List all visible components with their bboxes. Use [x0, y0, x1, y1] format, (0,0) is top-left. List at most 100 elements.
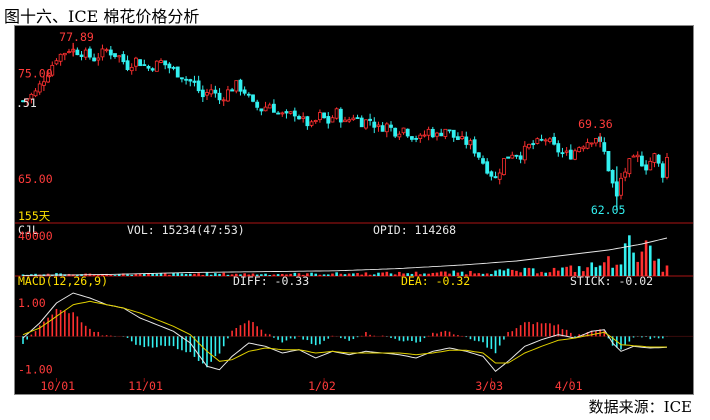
- volume-bar: [582, 271, 585, 276]
- candle-body: [196, 80, 201, 92]
- volume-bar: [452, 270, 456, 276]
- candle-body: [631, 155, 636, 158]
- candle: [351, 114, 356, 121]
- open-interest-line: [23, 237, 668, 276]
- candle-body: [226, 89, 230, 102]
- candle: [665, 152, 669, 180]
- candle-body: [518, 155, 523, 160]
- candle: [468, 138, 473, 150]
- volume-bar: [615, 264, 619, 276]
- candle-body: [527, 143, 531, 149]
- candle: [146, 64, 151, 72]
- candle: [443, 128, 448, 140]
- candle: [255, 99, 260, 111]
- candle: [79, 51, 84, 61]
- volume-bar: [418, 274, 422, 276]
- opid-readout: OPID: 114268: [373, 223, 456, 237]
- candle-body: [548, 138, 552, 142]
- candle-body: [418, 134, 423, 139]
- volume-y-tick-label: 40000: [18, 229, 53, 243]
- candle: [548, 137, 552, 144]
- candle-body: [297, 116, 301, 120]
- candle-body: [79, 54, 84, 57]
- volume-bar: [427, 273, 430, 276]
- volume-bar: [197, 273, 200, 276]
- candle: [246, 92, 251, 98]
- volume-bar: [226, 274, 230, 276]
- candle: [217, 88, 222, 104]
- candle: [196, 75, 201, 94]
- price-y-tick-label: 75.00: [18, 66, 53, 80]
- candle: [226, 85, 230, 102]
- candle: [297, 114, 301, 120]
- candle: [288, 111, 293, 115]
- volume-bar: [569, 265, 573, 276]
- candle-body: [263, 106, 268, 112]
- volume-bar: [577, 266, 581, 276]
- volume-bar: [372, 274, 376, 276]
- volume-bar: [636, 261, 640, 276]
- candle: [631, 154, 636, 158]
- candle: [83, 47, 88, 61]
- candle-body: [58, 53, 63, 62]
- candle-body: [443, 128, 448, 137]
- candle: [234, 80, 239, 94]
- candle: [213, 85, 218, 98]
- candle-body: [267, 104, 272, 109]
- candle-body: [355, 117, 360, 119]
- candle-body: [322, 112, 326, 119]
- candle-body: [660, 163, 665, 178]
- candle: [359, 115, 364, 128]
- candle-body: [92, 57, 96, 62]
- candle: [619, 173, 623, 200]
- volume-bar: [389, 273, 393, 276]
- candle-body: [221, 99, 226, 102]
- candle-body: [456, 136, 460, 140]
- volume-bar: [368, 274, 372, 276]
- low-annotation: 62.05: [591, 203, 626, 217]
- volume-bar: [410, 273, 414, 276]
- chart-labels: 75.00 65.00 .51 155天 77.89 69.36 62.05 CJL VOL: …: [16, 30, 653, 393]
- candle-body: [389, 124, 393, 128]
- candle-body: [380, 125, 385, 132]
- volume-bar: [360, 274, 364, 276]
- candle: [376, 121, 381, 132]
- volume-bar: [260, 274, 263, 276]
- candle: [188, 78, 193, 87]
- candle-body: [635, 154, 640, 158]
- candle: [58, 53, 63, 66]
- volume-bar: [306, 273, 309, 276]
- candle: [573, 148, 577, 161]
- candle: [326, 112, 331, 129]
- candle-body: [602, 142, 607, 152]
- volume-bar: [548, 272, 552, 276]
- volume-bar: [280, 274, 284, 276]
- volume-bar: [556, 270, 560, 276]
- candle-body: [573, 150, 577, 160]
- candle: [163, 60, 168, 70]
- candle: [29, 92, 34, 104]
- candle-body: [343, 119, 347, 123]
- candle-body: [129, 66, 134, 72]
- candle: [154, 60, 159, 72]
- candle: [221, 97, 226, 106]
- candle-body: [410, 136, 414, 140]
- volume-bar: [515, 270, 518, 276]
- candle-body: [251, 94, 255, 102]
- volume-bar: [264, 273, 267, 276]
- candle-body: [393, 127, 398, 137]
- volume-bar: [247, 274, 251, 276]
- candle-body: [627, 158, 632, 175]
- dea-readout: DEA: -0.32: [401, 274, 470, 288]
- candle: [552, 132, 556, 146]
- candle: [267, 102, 272, 109]
- candle-body: [134, 57, 138, 67]
- candle: [389, 121, 393, 132]
- candle-body: [234, 80, 239, 92]
- candle: [414, 135, 418, 143]
- volume-bar: [209, 274, 213, 276]
- candle: [430, 126, 435, 139]
- candle-body: [75, 49, 80, 56]
- candle: [251, 94, 255, 103]
- candle-body: [560, 152, 565, 155]
